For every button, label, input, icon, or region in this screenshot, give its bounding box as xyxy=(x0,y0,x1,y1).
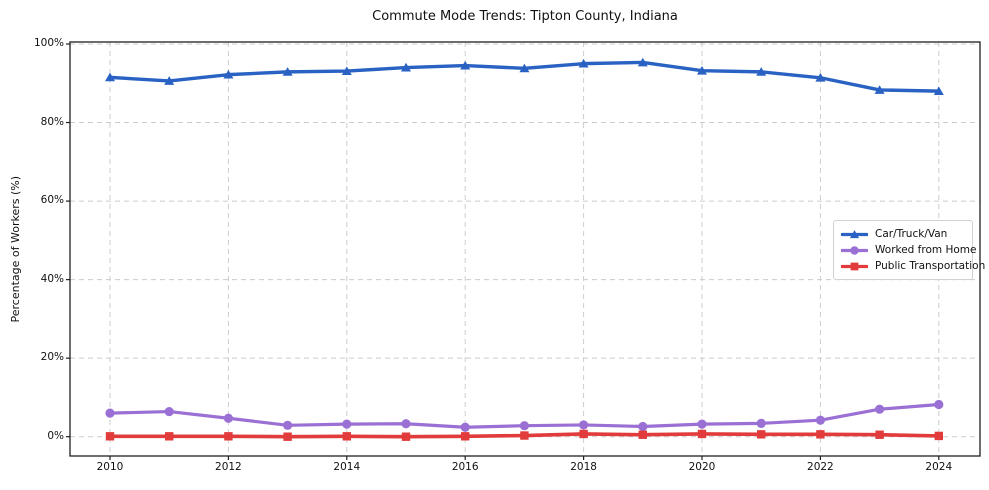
data-point-marker xyxy=(164,406,174,417)
data-point-marker xyxy=(341,66,352,75)
y-tick-label: 60% xyxy=(40,194,64,207)
x-tick-label: 2020 xyxy=(688,461,716,473)
data-point-marker xyxy=(579,429,588,439)
x-tick-label: 2024 xyxy=(925,461,953,473)
data-point-marker xyxy=(933,86,944,96)
data-point-marker xyxy=(342,432,351,441)
data-point-marker xyxy=(461,432,470,441)
x-tick-label: 2016 xyxy=(451,461,479,473)
data-point-marker xyxy=(223,69,234,79)
x-tick-label: 2014 xyxy=(333,461,361,473)
data-point-marker xyxy=(579,420,589,430)
data-point-marker xyxy=(460,60,471,70)
data-point-marker xyxy=(401,62,411,72)
data-point-marker xyxy=(697,65,707,75)
legend-item-public-transportation: Public Transportation xyxy=(841,258,985,274)
data-point-marker xyxy=(401,432,411,441)
legend-item-car-truck-van: Car/Truck/Van xyxy=(841,226,964,242)
data-point-marker xyxy=(224,432,233,441)
data-point-marker xyxy=(697,419,707,429)
car-truck-van-line-marker-icon xyxy=(841,229,868,238)
data-point-marker xyxy=(282,67,293,76)
y-tick-label: 20% xyxy=(40,351,64,364)
y-tick-label: 100% xyxy=(33,37,64,49)
data-point-marker xyxy=(460,422,470,432)
data-point-marker xyxy=(342,419,352,429)
public-transportation-line-marker-icon xyxy=(841,262,868,270)
data-point-marker xyxy=(875,430,884,439)
data-point-marker xyxy=(105,408,115,418)
data-point-marker xyxy=(283,420,293,430)
legend-label: Worked from Home xyxy=(875,244,977,256)
legend-label: Car/Truck/Van xyxy=(875,228,948,240)
data-point-marker xyxy=(934,399,944,410)
data-point-marker xyxy=(815,415,826,425)
data-point-marker xyxy=(697,429,707,439)
data-point-marker xyxy=(756,418,766,428)
data-point-marker xyxy=(875,404,885,414)
data-point-marker xyxy=(519,421,530,431)
data-point-marker xyxy=(850,245,859,255)
x-tick-label: 2018 xyxy=(570,461,597,473)
data-point-marker xyxy=(934,431,943,441)
data-point-marker xyxy=(756,67,767,76)
data-point-marker xyxy=(637,57,648,67)
data-point-marker xyxy=(638,421,648,432)
y-tick-label: 40% xyxy=(40,272,64,285)
data-point-marker xyxy=(165,432,174,441)
data-point-marker xyxy=(578,58,589,68)
chart-title: Commute Mode Trends: Tipton County, Indi… xyxy=(372,9,678,24)
data-point-marker xyxy=(223,413,233,423)
legend: Car/Truck/Van Worked from Home Public Tr… xyxy=(833,220,985,280)
data-point-marker xyxy=(815,73,826,82)
data-point-marker xyxy=(164,76,175,85)
data-point-marker xyxy=(638,430,647,439)
data-point-marker xyxy=(105,72,115,82)
data-point-marker xyxy=(105,432,115,441)
data-point-marker xyxy=(401,419,411,429)
data-point-marker xyxy=(874,85,885,94)
data-point-marker xyxy=(519,63,530,73)
x-tick-label: 2012 xyxy=(215,461,242,473)
data-point-marker xyxy=(520,431,529,440)
y-tick-label: 80% xyxy=(40,115,64,128)
data-point-marker xyxy=(816,430,825,439)
data-point-marker xyxy=(849,229,860,238)
data-point-marker xyxy=(283,432,292,441)
x-tick-label: 2022 xyxy=(807,461,834,473)
y-tick-label: 0% xyxy=(47,429,64,442)
legend-item-worked-from-home: Worked from Home xyxy=(841,242,976,258)
data-point-marker xyxy=(757,430,766,439)
legend-label: Public Transportation xyxy=(875,260,986,272)
x-tick-label: 2010 xyxy=(96,461,124,473)
data-point-marker xyxy=(850,262,859,270)
plot-border xyxy=(69,41,981,457)
worked-from-home-line-marker-icon xyxy=(841,245,868,255)
